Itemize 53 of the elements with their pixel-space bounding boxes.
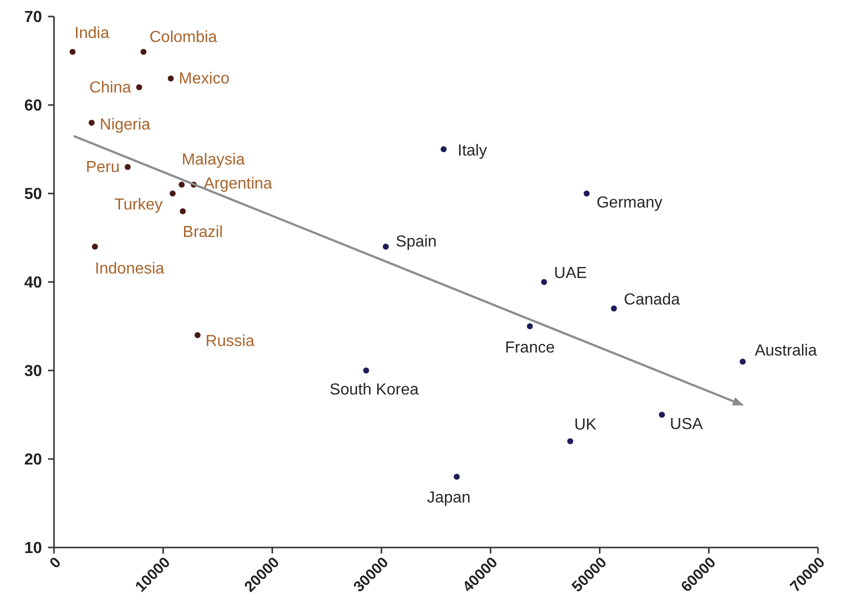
- y-tick-label: 70: [24, 9, 42, 26]
- point: [541, 279, 548, 285]
- point: [610, 306, 617, 312]
- point: [178, 182, 185, 188]
- point: [658, 412, 665, 418]
- data-label: South Korea: [330, 382, 419, 398]
- point: [567, 438, 574, 444]
- data-label: India: [74, 24, 110, 42]
- y-tick-label: 30: [24, 363, 42, 380]
- data-label: Mexico: [178, 70, 230, 88]
- data-label: Brazil: [182, 224, 223, 242]
- y-tick-label: 10: [24, 540, 42, 558]
- data-label: France: [504, 339, 555, 356]
- data-label: Colombia: [149, 28, 218, 46]
- y-tick-label: 60: [24, 98, 42, 115]
- data-label: UAE: [554, 265, 587, 282]
- data-label: UK: [574, 416, 597, 434]
- data-label: Nigeria: [100, 116, 150, 134]
- point: [584, 190, 590, 196]
- y-tick-label: 20: [24, 452, 42, 469]
- data-label: USA: [670, 416, 704, 433]
- point: [124, 164, 131, 170]
- point: [140, 48, 146, 55]
- data-label: Germany: [596, 194, 662, 212]
- y-tick-label: 40: [24, 274, 42, 292]
- data-label: Argentina: [204, 176, 272, 193]
- point: [92, 244, 98, 250]
- x-tick-label: 0: [46, 554, 65, 572]
- point: [136, 84, 142, 90]
- y-tick-label: 50: [24, 186, 42, 204]
- data-label: Japan: [426, 490, 471, 507]
- point: [194, 332, 201, 338]
- point: [382, 244, 389, 250]
- data-label: Russia: [206, 333, 255, 350]
- point: [168, 75, 174, 82]
- point: [70, 48, 76, 55]
- point: [363, 368, 370, 374]
- data-label: China: [89, 79, 132, 96]
- data-label: Canada: [624, 292, 680, 309]
- data-label: Peru: [86, 158, 120, 176]
- point: [440, 146, 447, 152]
- data-label: Malaysia: [182, 152, 245, 169]
- data-label: Italy: [458, 142, 487, 160]
- data-label: Australia: [754, 342, 818, 360]
- data-label: Spain: [396, 234, 437, 251]
- point: [170, 190, 176, 196]
- point: [88, 120, 95, 126]
- point: [180, 208, 186, 214]
- point: [454, 474, 460, 480]
- data-label: Indonesia: [94, 260, 164, 278]
- data-label: Turkey: [114, 196, 163, 214]
- point: [526, 323, 533, 330]
- point: [740, 358, 746, 365]
